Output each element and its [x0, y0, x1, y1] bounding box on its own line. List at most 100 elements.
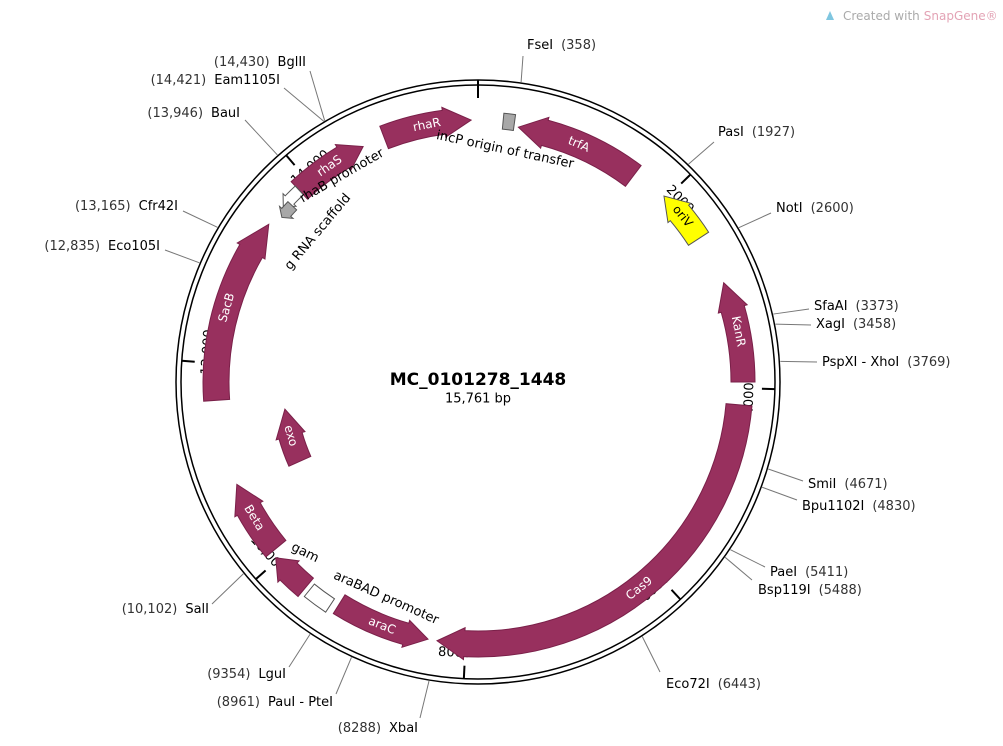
- site-leader: [730, 549, 766, 568]
- watermark-icon: [826, 11, 834, 20]
- feature-arrow: [501, 112, 517, 132]
- site-name: SfaAI: [814, 299, 848, 314]
- site-label: (8961) PauI - PteI: [217, 695, 333, 710]
- site-name: Bpu1102I: [802, 499, 864, 514]
- site-position: (1927): [752, 125, 795, 140]
- site-name: SalI: [185, 602, 209, 617]
- feature-arrow: [717, 281, 756, 383]
- site-label: PasI (1927): [718, 125, 795, 140]
- feature-arrow: [290, 143, 364, 200]
- watermark: Created with SnapGene®: [826, 9, 998, 23]
- site-position: (5411): [805, 565, 848, 580]
- ruler-tick: [285, 154, 296, 166]
- site-name: PspXI - XhoI: [822, 355, 899, 370]
- site-name: SmiI: [808, 477, 836, 492]
- site-position: (358): [561, 38, 596, 53]
- site-name: XbaI: [389, 721, 418, 736]
- site-leader: [520, 55, 524, 83]
- site-leader: [309, 70, 326, 121]
- site-position: (3458): [853, 317, 896, 332]
- feature-arrow: [278, 200, 298, 219]
- ruler-tick: [181, 359, 195, 363]
- site-position: (4671): [844, 477, 887, 492]
- site-name: Cfr42I: [139, 199, 178, 214]
- site-leader: [738, 212, 772, 229]
- ruler-tick: [680, 173, 692, 185]
- site-label: SfaAI (3373): [814, 299, 899, 314]
- site-label: NotI (2600): [776, 201, 854, 216]
- site-position: (5488): [819, 583, 862, 598]
- feature-label: exo: [281, 423, 300, 447]
- site-position: (2600): [811, 201, 854, 216]
- ruler-tick: [462, 665, 466, 679]
- site-label: PspXI - XhoI (3769): [822, 355, 951, 370]
- feature-arrow: [202, 223, 270, 402]
- site-name: XagI: [816, 317, 845, 332]
- feature-arrow: [436, 403, 753, 661]
- site-label: (9354) LguI: [207, 667, 286, 682]
- site-name: Bsp119I: [758, 583, 811, 598]
- site-position: (3373): [856, 299, 899, 314]
- site-position: (12,835): [44, 239, 100, 254]
- site-label: (14,430) BglII: [214, 55, 306, 70]
- site-label: (13,946) BauI: [147, 106, 240, 121]
- site-label: (10,102) SalI: [122, 602, 209, 617]
- site-position: (13,165): [75, 199, 131, 214]
- site-position: (14,430): [214, 55, 270, 70]
- site-leader: [761, 486, 798, 501]
- site-position: (3769): [907, 355, 950, 370]
- site-leader: [335, 657, 352, 695]
- site-leader: [244, 119, 278, 156]
- site-name: PaeI: [770, 565, 797, 580]
- site-name: PauI - PteI: [268, 695, 333, 710]
- site-position: (13,946): [147, 106, 203, 121]
- site-name: LguI: [258, 667, 286, 682]
- feature-arrow: [275, 557, 315, 598]
- site-leader: [724, 556, 753, 581]
- site-leader: [641, 636, 661, 673]
- watermark-brand: SnapGene®: [924, 9, 998, 23]
- site-label: (14,421) Eam1105I: [151, 73, 280, 88]
- site-position: (4830): [872, 499, 915, 514]
- feature-arrow: [275, 408, 312, 467]
- site-label: Bsp119I (5488): [758, 583, 862, 598]
- site-label: (8288) XbaI: [338, 721, 418, 736]
- site-name: NotI: [776, 201, 803, 216]
- feature-arrow: [517, 116, 642, 188]
- site-label: (13,165) Cfr42I: [75, 199, 178, 214]
- ruler-tick: [255, 569, 267, 580]
- ruler-tick: [670, 589, 682, 601]
- site-position: (10,102): [122, 602, 178, 617]
- site-label: (12,835) Eco105I: [44, 239, 160, 254]
- site-leader: [283, 87, 325, 122]
- site-name: Eco105I: [108, 239, 160, 254]
- site-label: FseI (358): [527, 38, 596, 53]
- site-name: PasI: [718, 125, 744, 140]
- plasmid-name: MC_0101278_1448: [390, 370, 567, 390]
- plasmid-length: 15,761 bp: [445, 392, 511, 407]
- feature-label: rhaR: [412, 115, 442, 134]
- site-label: PaeI (5411): [770, 565, 848, 580]
- site-name: BglII: [278, 55, 306, 70]
- site-name: FseI: [527, 38, 553, 53]
- site-position: (9354): [207, 667, 250, 682]
- watermark-text: Created with SnapGene®: [843, 9, 998, 23]
- site-leader: [288, 633, 311, 668]
- site-name: BauI: [211, 106, 240, 121]
- feature-arrow: [332, 594, 429, 649]
- site-position: (8961): [217, 695, 260, 710]
- site-label: SmiI (4671): [808, 477, 888, 492]
- site-label: Bpu1102I (4830): [802, 499, 916, 514]
- feature-arrow: [234, 483, 287, 558]
- site-leader: [182, 210, 218, 228]
- watermark-prefix: Created with: [843, 9, 920, 23]
- site-name: Eam1105I: [214, 73, 280, 88]
- site-position: (14,421): [151, 73, 207, 88]
- feature-label: KanR: [729, 315, 749, 348]
- feature-arrow: [379, 106, 473, 150]
- site-leader: [773, 308, 810, 315]
- site-name: Eco72I: [666, 677, 710, 692]
- site-leader: [688, 141, 715, 165]
- site-leader: [164, 249, 200, 264]
